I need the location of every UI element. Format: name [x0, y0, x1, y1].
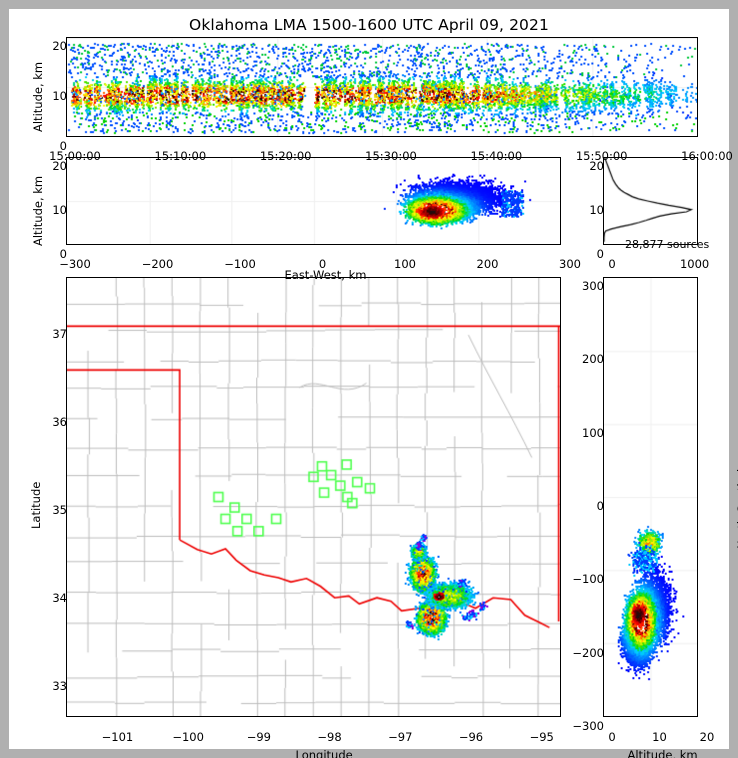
north-south-ytick--100: −100	[572, 572, 604, 587]
histogram-xtick-1000: 1000	[679, 257, 710, 271]
map-ylabel: Latitude	[29, 481, 43, 529]
north-south-panel[interactable]	[603, 277, 698, 717]
north-south-xtick-20: 20	[699, 730, 715, 744]
east-west-ylabel: Altitude, km	[31, 175, 45, 246]
map-ytick-33: 33	[52, 679, 67, 694]
east-west-xtick-0: 0	[318, 257, 327, 271]
map-ytick-36: 36	[52, 415, 67, 430]
map-xtick--99: −99	[246, 730, 271, 744]
map-ytick-37: 37	[52, 327, 67, 342]
east-west-xtick-300: 300	[559, 257, 581, 271]
time-height-plot-area	[67, 38, 697, 136]
north-south-ytick--200: −200	[572, 645, 604, 660]
east-west-xtick-100: 100	[394, 257, 416, 271]
map-xtick--97: −97	[388, 730, 413, 744]
map-xtick--101: −101	[101, 730, 134, 744]
altitude-histogram-panel[interactable]	[603, 157, 698, 245]
map-xtick--100: −100	[172, 730, 204, 744]
north-south-ytick-0: 0	[596, 499, 604, 513]
time-height-ytick-20: 20	[52, 39, 67, 53]
east-west-panel[interactable]	[66, 157, 561, 245]
map-xtick--96: −96	[458, 730, 484, 744]
map-xtick--95: −95	[529, 730, 554, 744]
east-west-ytick-20: 20	[52, 159, 67, 173]
north-south-ytick-200: 200	[582, 352, 604, 367]
north-south-xtick-0: 0	[608, 730, 616, 744]
histogram-ytick-20: 20	[589, 159, 604, 173]
map-xtick--98: −98	[317, 730, 342, 744]
plan-view-map-panel[interactable]	[66, 277, 561, 717]
east-west-ytick-0: 0	[59, 247, 67, 261]
east-west-xtick-200: 200	[476, 257, 499, 271]
east-west-xtick--300: −300	[59, 257, 91, 271]
north-south-ytick-100: 100	[582, 425, 604, 440]
time-height-panel[interactable]	[66, 37, 698, 137]
histogram-plot-area	[604, 158, 697, 244]
north-south-xtick-10: 10	[652, 730, 667, 744]
east-west-xtick--200: −200	[141, 257, 174, 271]
map-ytick-34: 34	[52, 591, 67, 606]
map-xlabel: Longitude	[295, 748, 353, 758]
east-west-xtick--100: −100	[224, 257, 256, 271]
north-south-ytick--300: −300	[572, 719, 604, 733]
time-height-ylabel: Altitude, km	[31, 61, 45, 132]
histogram-ytick-10: 10	[589, 203, 604, 217]
time-height-ytick-10: 10	[52, 89, 67, 103]
histogram-xtick-0: 0	[608, 257, 616, 271]
north-south-plot-area	[604, 278, 697, 716]
map-ytick-35: 35	[52, 503, 67, 518]
time-height-ytick-0: 0	[59, 139, 67, 153]
map-plot-area	[67, 278, 560, 716]
east-west-plot-area	[67, 158, 560, 244]
east-west-ytick-10: 10	[52, 203, 67, 217]
north-south-xlabel: Altitude, km	[627, 748, 698, 758]
page-title: Oklahoma LMA 1500-1600 UTC April 09, 202…	[189, 16, 549, 34]
figure-canvas: Oklahoma LMA 1500-1600 UTC April 09, 202…	[9, 9, 738, 758]
north-south-ytick-300: 300	[582, 279, 604, 293]
histogram-ytick-0: 0	[596, 247, 604, 261]
